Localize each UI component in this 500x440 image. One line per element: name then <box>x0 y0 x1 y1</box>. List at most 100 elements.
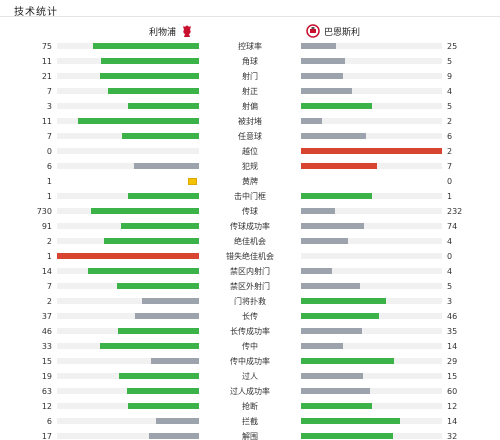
away-bar <box>301 103 372 109</box>
stat-label: 角球 <box>242 57 258 66</box>
home-value: 6 <box>46 417 52 426</box>
away-bar-track <box>301 193 442 199</box>
away-bar-track <box>301 328 442 334</box>
away-bar <box>301 238 348 244</box>
home-bar <box>142 298 199 304</box>
away-bar-track <box>301 313 442 319</box>
home-value: 730 <box>36 207 52 216</box>
stat-row: 14 禁区内射门 4 <box>0 265 500 278</box>
home-bar <box>149 433 199 439</box>
home-bar <box>88 268 199 274</box>
home-bar <box>57 253 199 259</box>
home-bar-track <box>57 328 199 334</box>
away-bar-track <box>301 208 442 214</box>
stat-label: 射门 <box>242 72 258 81</box>
away-value: 15 <box>447 372 458 381</box>
home-value: 12 <box>41 402 52 411</box>
away-bar-track <box>301 418 442 424</box>
away-bar-track <box>301 298 442 304</box>
stat-label: 错失绝佳机会 <box>226 252 274 261</box>
home-bar <box>108 88 199 94</box>
away-bar <box>301 88 352 94</box>
stat-row: 17 解围 32 <box>0 430 500 440</box>
away-value: 3 <box>447 297 453 306</box>
home-bar <box>119 373 199 379</box>
away-team[interactable]: 巴恩斯利 <box>302 24 360 38</box>
home-bar <box>150 358 199 364</box>
away-bar-track <box>301 253 442 259</box>
home-bar <box>128 193 199 199</box>
away-value: 12 <box>447 402 458 411</box>
home-bar-track <box>57 148 199 154</box>
home-value: 15 <box>41 357 52 366</box>
away-value: 6 <box>447 132 453 141</box>
away-bar-track <box>301 388 442 394</box>
stat-row: 3 射偏 5 <box>0 100 500 113</box>
home-value: 37 <box>41 312 52 321</box>
stat-row: 730 传球 232 <box>0 205 500 218</box>
home-bar <box>128 403 199 409</box>
away-bar <box>301 208 335 214</box>
away-bar <box>301 313 379 319</box>
home-bar-track <box>57 58 199 64</box>
away-bar-track <box>301 358 442 364</box>
stat-label: 射正 <box>242 87 258 96</box>
home-bar-track <box>57 253 199 259</box>
away-value: 2 <box>447 117 453 126</box>
away-bar-track <box>301 43 442 49</box>
home-value: 7 <box>46 132 52 141</box>
away-bar <box>301 223 365 229</box>
away-bar-track <box>301 73 442 79</box>
away-value: 232 <box>447 207 463 216</box>
home-bar <box>103 238 199 244</box>
stat-label: 传球 <box>242 207 258 216</box>
stat-label: 射偏 <box>242 102 258 111</box>
home-bar-track <box>57 43 199 49</box>
away-bar <box>301 43 337 49</box>
away-value: 5 <box>447 57 453 66</box>
home-bar <box>128 103 199 109</box>
stat-label: 传球成功率 <box>230 222 270 231</box>
away-value: 4 <box>447 237 453 246</box>
home-bar-track <box>57 103 199 109</box>
away-bar-track <box>301 148 442 154</box>
home-bar-track <box>57 208 199 214</box>
home-bar-track <box>57 238 199 244</box>
away-bar <box>301 283 361 289</box>
home-bar-track <box>57 118 199 124</box>
home-bar <box>135 313 199 319</box>
away-bar <box>301 298 386 304</box>
away-value: 5 <box>447 282 453 291</box>
stat-label: 长传 <box>242 312 258 321</box>
away-value: 32 <box>447 432 458 440</box>
away-bar <box>301 193 372 199</box>
stat-row: 46 长传成功率 35 <box>0 325 500 338</box>
home-bar-track <box>57 283 199 289</box>
home-bar <box>133 163 199 169</box>
home-bar <box>120 223 199 229</box>
home-bar-track <box>57 298 199 304</box>
away-bar <box>301 118 323 124</box>
home-bar <box>91 208 199 214</box>
yellow-card-icon <box>188 178 197 185</box>
home-bar <box>78 118 199 124</box>
stat-row: 21 射门 9 <box>0 70 500 83</box>
stat-label: 任意球 <box>238 132 262 141</box>
away-value: 2 <box>447 147 453 156</box>
home-bar <box>99 73 199 79</box>
stat-label: 控球率 <box>238 42 262 51</box>
home-bar <box>118 328 199 334</box>
home-value: 63 <box>41 387 52 396</box>
away-value: 7 <box>447 162 453 171</box>
stat-row: 63 过人成功率 60 <box>0 385 500 398</box>
away-bar <box>301 268 333 274</box>
stat-row: 2 门将扑救 3 <box>0 295 500 308</box>
home-team[interactable]: 利物浦 <box>149 24 198 38</box>
home-value: 19 <box>41 372 52 381</box>
home-bar <box>101 58 199 64</box>
barnsley-crest-icon <box>306 24 320 38</box>
home-bar <box>116 283 199 289</box>
away-bar-track <box>301 118 442 124</box>
home-value: 91 <box>41 222 52 231</box>
home-value: 1 <box>46 177 52 186</box>
